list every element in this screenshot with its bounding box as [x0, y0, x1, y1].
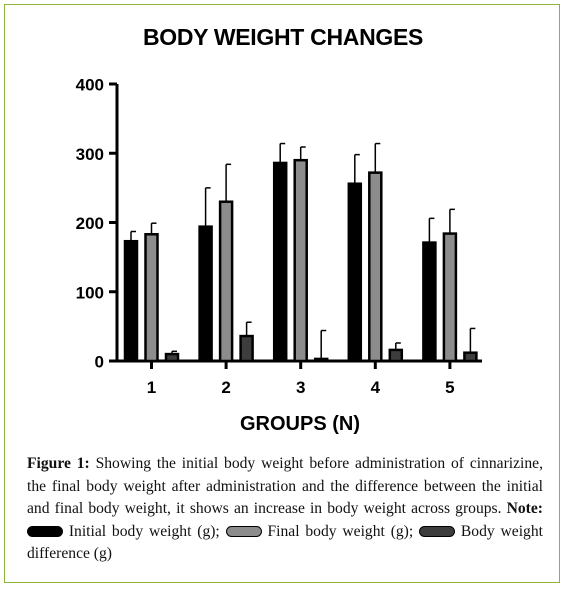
bar-3-group-4 [388, 348, 404, 363]
bar-3-group-5 [463, 351, 478, 363]
chart-title: BODY WEIGHT CHANGES [142, 24, 424, 50]
bar-3-group-1 [164, 352, 180, 363]
caption-label: Figure 1: [27, 455, 90, 472]
legend-text-final: Final body weight (g); [261, 522, 420, 540]
y-tick-label: 200 [76, 214, 104, 233]
bar-2-group-4 [368, 171, 383, 363]
y-tick-label: 300 [76, 145, 104, 164]
bar-1-group-4 [347, 182, 363, 363]
bar-chart: 0 100 200 300 400 1 2 3 4 5 GROUPS (N) [76, 76, 482, 435]
x-axis-label: GROUPS (N) [240, 413, 360, 435]
x-tick-label: 5 [445, 378, 454, 397]
bar-2-group-1 [144, 233, 159, 363]
x-tick-label: 3 [296, 378, 305, 397]
legend-text-initial: Initial body weight (g); [63, 522, 226, 540]
caption-text: Showing the initial body weight before a… [27, 455, 543, 517]
bar-1-group-1 [123, 239, 139, 363]
y-tick-label: 400 [76, 76, 104, 95]
legend-text-difference: Body weight difference (g) [27, 522, 543, 563]
x-tick-label: 2 [221, 378, 230, 397]
bar-2-group-5 [442, 232, 458, 363]
bar-1-group-3 [272, 161, 288, 363]
bar-3-group-3 [313, 357, 329, 363]
plot-area: 0 100 200 300 400 1 2 3 4 5 [76, 76, 482, 397]
x-tick-label: 1 [147, 378, 156, 397]
bar-1-group-5 [422, 241, 437, 363]
bar-2-group-2 [218, 200, 234, 363]
legend-swatch-final [225, 525, 262, 537]
y-tick-label: 100 [76, 283, 104, 302]
bar-3-group-2 [239, 334, 254, 363]
legend-swatch-initial [27, 525, 63, 537]
bar-2-group-3 [293, 158, 308, 363]
note-label: Note: [506, 500, 543, 517]
figure-caption: Figure 1: Showing the initial body weigh… [27, 453, 543, 566]
legend-swatch-difference [419, 525, 456, 537]
bar-1-group-2 [198, 225, 213, 363]
x-tick-label: 4 [371, 378, 381, 397]
y-tick-label: 0 [95, 353, 104, 372]
